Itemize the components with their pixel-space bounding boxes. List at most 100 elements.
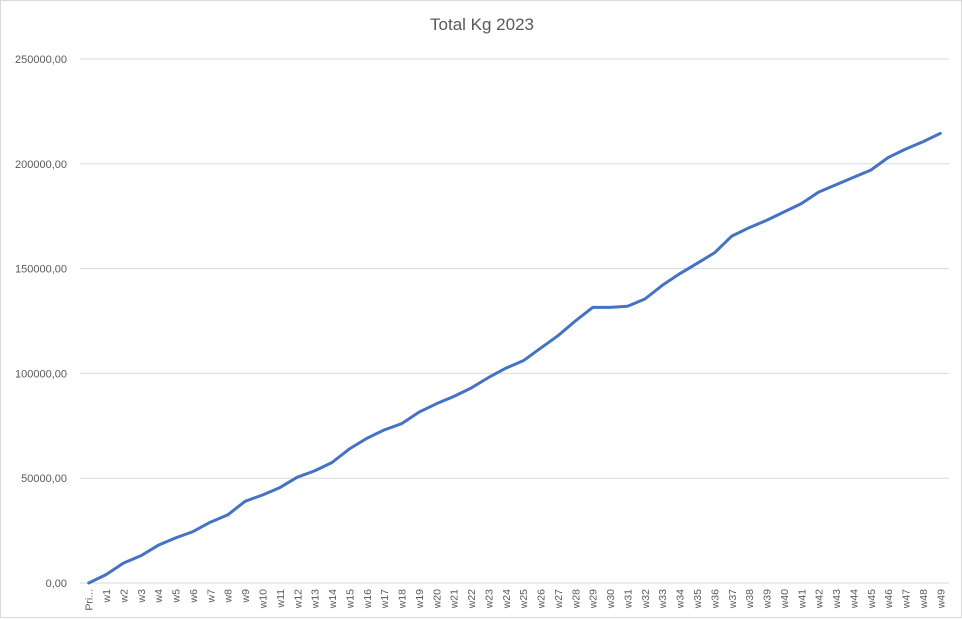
data-point bbox=[504, 366, 508, 370]
x-tick-label: w43 bbox=[831, 589, 843, 609]
data-point bbox=[782, 210, 786, 214]
data-point bbox=[296, 475, 299, 479]
data-point bbox=[521, 359, 525, 363]
data-point bbox=[800, 202, 803, 205]
x-tick-label: w3 bbox=[136, 589, 148, 604]
x-tick-label: w23 bbox=[483, 589, 495, 609]
x-tick-label: w30 bbox=[605, 589, 617, 609]
data-point bbox=[661, 284, 664, 287]
x-tick-label: Pri... bbox=[84, 589, 96, 611]
data-point bbox=[278, 486, 282, 489]
x-tick-label: w44 bbox=[848, 589, 860, 609]
y-tick-label: 100000,00 bbox=[15, 368, 67, 380]
data-point bbox=[765, 219, 768, 222]
series-layer bbox=[87, 131, 942, 585]
data-point bbox=[209, 521, 212, 524]
data-point bbox=[261, 493, 264, 497]
x-tick-label: w27 bbox=[553, 589, 565, 609]
data-point bbox=[608, 306, 612, 309]
x-tick-label: w28 bbox=[570, 589, 582, 609]
x-tick-label: w31 bbox=[622, 589, 634, 609]
data-point bbox=[904, 147, 907, 151]
data-point bbox=[330, 461, 334, 464]
data-point bbox=[417, 410, 421, 414]
x-tick-label: w41 bbox=[796, 589, 808, 609]
data-point bbox=[626, 305, 629, 308]
x-tick-label: w12 bbox=[292, 589, 304, 609]
x-tick-label: w13 bbox=[310, 589, 322, 609]
x-tick-label: w10 bbox=[257, 589, 269, 609]
x-tick-label: w26 bbox=[536, 589, 548, 609]
data-point bbox=[469, 386, 473, 390]
x-tick-label: w36 bbox=[709, 589, 721, 609]
x-tick-label: w42 bbox=[814, 589, 826, 609]
x-tick-label: w34 bbox=[675, 589, 687, 609]
data-point bbox=[886, 156, 890, 159]
data-point bbox=[643, 297, 647, 301]
x-tick-label: w32 bbox=[640, 589, 652, 609]
data-point bbox=[487, 376, 490, 379]
data-point bbox=[574, 319, 577, 323]
data-point bbox=[713, 251, 716, 255]
x-tick-label: w14 bbox=[327, 589, 339, 609]
y-tick-label: 0,00 bbox=[46, 578, 67, 590]
data-point bbox=[348, 447, 351, 451]
data-point bbox=[834, 183, 838, 186]
data-point bbox=[452, 395, 455, 398]
x-tick-label: w7 bbox=[205, 589, 217, 604]
x-tick-label: w35 bbox=[692, 589, 704, 609]
data-point bbox=[869, 168, 872, 172]
x-tick-label: w39 bbox=[762, 589, 774, 609]
x-tick-label: w1 bbox=[101, 589, 113, 604]
data-point bbox=[87, 581, 90, 585]
x-tick-label: w17 bbox=[379, 589, 391, 609]
data-point bbox=[400, 422, 403, 425]
x-tick-label: w9 bbox=[240, 589, 252, 604]
data-point bbox=[730, 234, 733, 238]
data-point bbox=[678, 272, 681, 276]
y-tick-label: 150000,00 bbox=[15, 264, 67, 276]
data-point bbox=[817, 190, 820, 194]
x-tick-label: w11 bbox=[275, 589, 287, 609]
data-point bbox=[852, 176, 855, 179]
data-point bbox=[695, 262, 699, 265]
x-axis-ticks: Pri... w1 w2 w3 w4 w5 w6 w7 w8 w9 w10 w11 w12 w13 w14 w… bbox=[84, 589, 948, 611]
y-tick-label: 200000,00 bbox=[15, 159, 67, 171]
data-point bbox=[174, 536, 177, 540]
y-tick-label: 250000,00 bbox=[15, 54, 67, 66]
x-tick-label: w4 bbox=[153, 589, 165, 604]
x-tick-label: w21 bbox=[449, 589, 461, 609]
x-tick-label: w18 bbox=[397, 589, 409, 609]
x-tick-label: w20 bbox=[431, 589, 443, 609]
x-tick-label: w49 bbox=[935, 589, 947, 609]
data-point bbox=[921, 140, 925, 143]
data-point bbox=[435, 402, 438, 405]
x-tick-label: w37 bbox=[727, 589, 739, 609]
x-tick-label: w5 bbox=[171, 589, 183, 604]
x-tick-label: w29 bbox=[588, 589, 600, 609]
data-point bbox=[243, 500, 247, 503]
x-tick-label: w25 bbox=[518, 589, 530, 609]
data-point bbox=[157, 544, 160, 547]
y-tick-label: 50000,00 bbox=[21, 473, 67, 485]
data-point bbox=[382, 428, 386, 432]
gridlines bbox=[80, 58, 949, 584]
data-point bbox=[226, 513, 229, 517]
x-tick-label: w33 bbox=[657, 589, 669, 609]
x-tick-label: w6 bbox=[188, 589, 200, 604]
x-tick-label: w16 bbox=[362, 589, 374, 609]
x-tick-label: w19 bbox=[414, 589, 426, 609]
data-point bbox=[539, 347, 542, 350]
data-point bbox=[747, 226, 751, 229]
data-point bbox=[191, 530, 195, 533]
x-tick-label: w48 bbox=[918, 589, 930, 609]
x-tick-label: w15 bbox=[344, 589, 356, 609]
series-line bbox=[87, 131, 942, 585]
x-tick-label: w24 bbox=[501, 589, 513, 609]
chart-title: Total Kg 2023 bbox=[430, 15, 534, 34]
data-point bbox=[139, 554, 143, 557]
x-tick-label: w38 bbox=[744, 589, 756, 609]
data-point bbox=[365, 437, 368, 440]
data-point bbox=[104, 573, 108, 576]
